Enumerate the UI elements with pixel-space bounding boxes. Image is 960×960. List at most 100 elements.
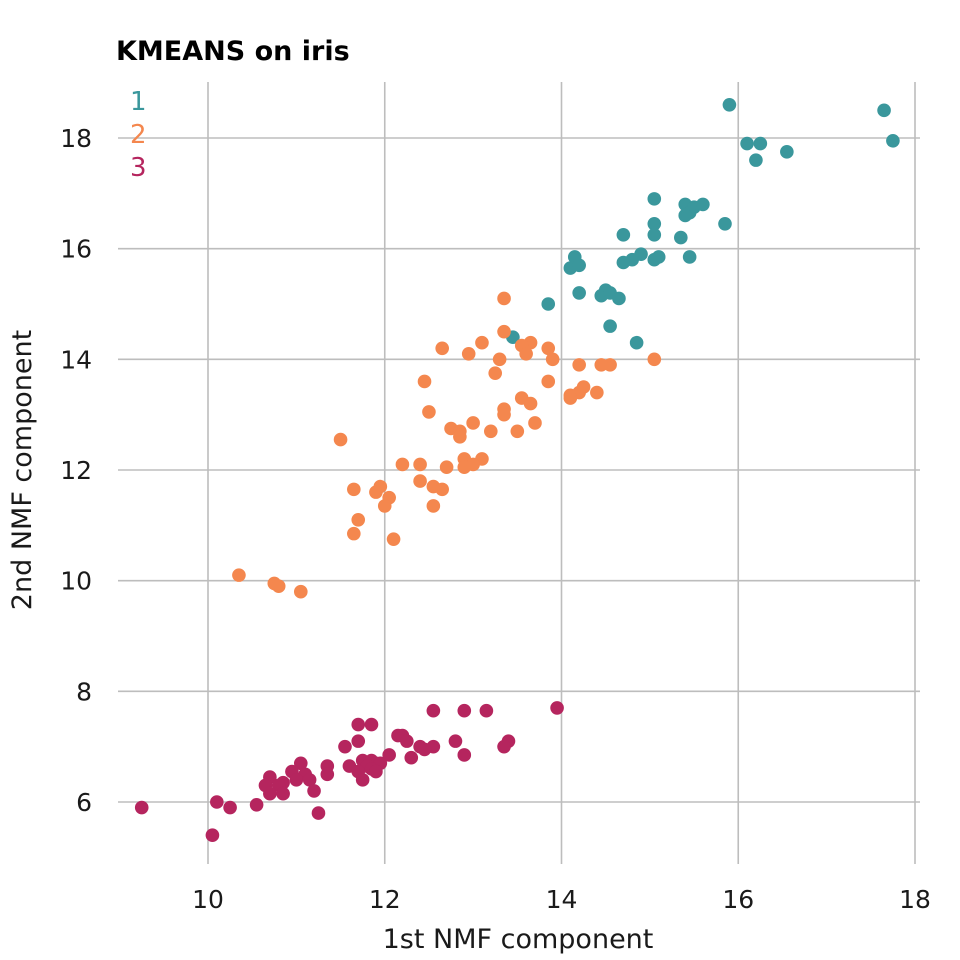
point-cluster-3 <box>289 773 304 787</box>
point-cluster-3 <box>404 750 419 765</box>
legend-item-1: 1 <box>130 87 147 117</box>
point-cluster-2 <box>461 347 476 361</box>
point-cluster-3 <box>320 767 335 782</box>
point-cluster-3 <box>479 703 494 718</box>
point-cluster-3 <box>382 748 396 762</box>
point-cluster-3 <box>249 797 264 812</box>
point-cluster-1 <box>678 208 693 223</box>
point-cluster-3 <box>293 756 308 771</box>
y-tick-label: 12 <box>60 456 92 485</box>
point-cluster-3 <box>351 717 366 732</box>
point-cluster-2 <box>232 568 246 582</box>
point-cluster-1 <box>740 136 754 151</box>
legend-item-2: 2 <box>130 120 147 150</box>
point-cluster-2 <box>519 347 533 361</box>
y-tick-label: 8 <box>76 677 92 706</box>
point-cluster-1 <box>722 98 737 112</box>
point-cluster-2 <box>488 366 503 380</box>
point-cluster-1 <box>749 153 763 167</box>
point-cluster-2 <box>497 291 511 306</box>
y-tick-label: 10 <box>60 567 92 596</box>
point-cluster-3 <box>369 764 383 779</box>
point-cluster-2 <box>333 432 348 447</box>
point-cluster-1 <box>616 228 631 242</box>
point-cluster-2 <box>413 474 427 488</box>
point-cluster-3 <box>364 717 379 732</box>
point-cluster-1 <box>696 197 710 212</box>
point-cluster-1 <box>682 250 697 264</box>
x-tick-label: 12 <box>369 885 401 914</box>
point-cluster-3 <box>223 800 237 815</box>
point-cluster-2 <box>293 584 308 599</box>
y-tick-label: 16 <box>60 235 92 264</box>
point-cluster-2 <box>466 416 480 430</box>
point-cluster-1 <box>647 252 662 267</box>
point-cluster-3 <box>426 703 441 718</box>
x-tick-label: 16 <box>722 885 754 914</box>
point-cluster-2 <box>422 405 436 419</box>
x-axis-label: 1st NMF component <box>383 924 654 955</box>
point-cluster-1 <box>753 136 768 151</box>
point-cluster-2 <box>417 374 432 389</box>
x-tick-label: 10 <box>192 885 224 914</box>
point-cluster-2 <box>426 499 441 513</box>
point-cluster-3 <box>263 786 277 801</box>
point-cluster-2 <box>475 335 489 350</box>
point-cluster-1 <box>780 145 794 159</box>
point-cluster-3 <box>417 742 432 757</box>
point-cluster-2 <box>457 460 472 475</box>
point-cluster-2 <box>647 352 662 367</box>
gridlines <box>118 82 920 864</box>
point-cluster-3 <box>307 784 321 798</box>
point-cluster-2 <box>541 341 556 356</box>
point-cluster-3 <box>134 800 149 815</box>
data-points <box>134 98 900 842</box>
point-cluster-1 <box>572 286 586 300</box>
point-cluster-1 <box>629 335 644 350</box>
point-cluster-3 <box>351 734 366 748</box>
point-cluster-3 <box>550 701 564 715</box>
point-cluster-2 <box>413 457 427 472</box>
point-cluster-3 <box>400 734 414 748</box>
point-cluster-2 <box>369 485 383 499</box>
point-cluster-2 <box>271 579 286 593</box>
point-cluster-2 <box>497 407 511 422</box>
tick-labels: 10 12 14 16 18 6 8 10 12 14 16 18 <box>60 124 931 914</box>
point-cluster-2 <box>347 482 361 497</box>
point-cluster-3 <box>355 773 370 787</box>
point-cluster-3 <box>311 806 326 820</box>
point-cluster-2 <box>435 341 449 356</box>
point-cluster-2 <box>541 374 556 389</box>
x-tick-label: 14 <box>546 885 578 914</box>
y-axis-label: 2nd NMF component <box>7 330 38 610</box>
point-cluster-1 <box>603 319 617 333</box>
point-cluster-3 <box>497 739 511 754</box>
point-cluster-2 <box>510 424 525 439</box>
point-cluster-3 <box>210 795 224 809</box>
point-cluster-1 <box>647 228 662 242</box>
legend: 123 <box>130 87 147 183</box>
point-cluster-3 <box>276 786 290 801</box>
x-tick-label: 18 <box>899 885 931 914</box>
point-cluster-1 <box>572 258 586 273</box>
point-cluster-2 <box>563 391 578 405</box>
point-cluster-2 <box>386 532 401 546</box>
point-cluster-2 <box>497 324 511 339</box>
y-tick-label: 6 <box>76 788 92 817</box>
point-cluster-2 <box>439 460 454 475</box>
point-cluster-3 <box>457 703 472 718</box>
point-cluster-1 <box>674 230 688 245</box>
y-tick-label: 18 <box>60 124 92 153</box>
point-cluster-2 <box>347 526 361 541</box>
point-cluster-2 <box>528 416 542 430</box>
point-cluster-1 <box>616 255 631 270</box>
point-cluster-2 <box>545 352 560 367</box>
point-cluster-2 <box>594 358 609 372</box>
point-cluster-2 <box>590 385 604 400</box>
point-cluster-1 <box>612 291 626 306</box>
point-cluster-1 <box>886 133 900 148</box>
point-cluster-1 <box>541 297 556 311</box>
point-cluster-3 <box>457 748 472 762</box>
point-cluster-2 <box>435 482 449 497</box>
